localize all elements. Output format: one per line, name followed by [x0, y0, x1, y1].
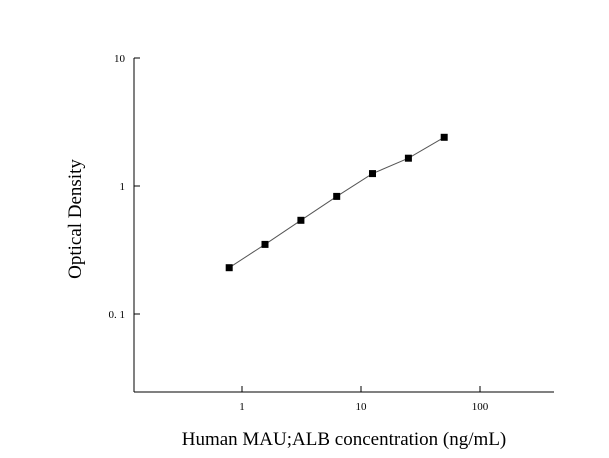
x-tick-label-1: 1	[239, 401, 245, 413]
data-point-0	[225, 264, 233, 272]
axes	[133, 58, 554, 393]
y-tick-label-0.1: 0. 1	[109, 309, 126, 321]
data-point-3	[333, 192, 341, 200]
data-point-5	[404, 154, 412, 162]
x-axis-title: Human MAU;ALB concentration (ng/mL)	[182, 429, 507, 450]
data-point-4	[369, 170, 376, 178]
y-axis-title: Optical Density	[65, 159, 86, 279]
x-tick-label-10: 10	[356, 401, 368, 413]
y-tick-label-1: 1	[120, 181, 126, 193]
fit-line-group	[228, 136, 445, 269]
fit-curve	[228, 136, 445, 269]
ticks: 1 10 100 0. 1 1 10	[109, 53, 489, 413]
data-point-1	[261, 240, 269, 248]
x-tick-label-100: 100	[472, 401, 489, 413]
data-points	[225, 133, 448, 272]
data-point-2	[297, 216, 305, 224]
y-tick-label-10: 10	[114, 53, 126, 65]
data-point-6	[440, 133, 448, 141]
